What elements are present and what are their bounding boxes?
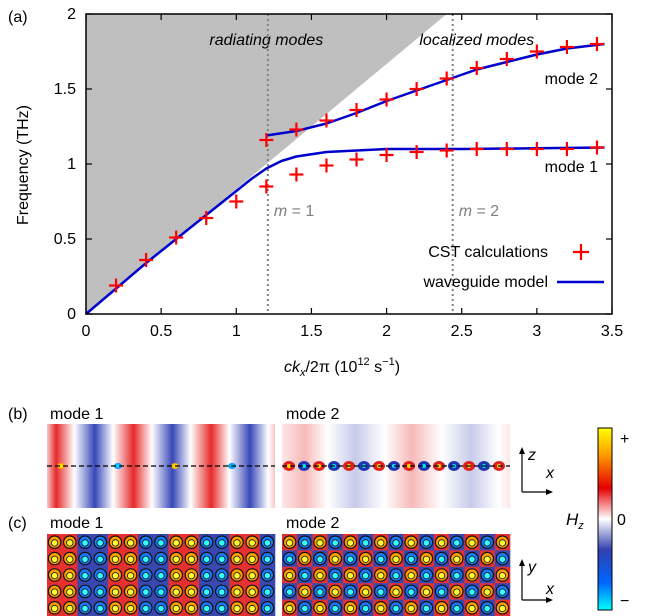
panel-c-mode1-title: mode 1 bbox=[50, 515, 103, 532]
x-tick-label-7: 3.5 bbox=[601, 323, 623, 340]
cst-point-3 bbox=[169, 230, 184, 245]
cst-point-11 bbox=[409, 145, 424, 159]
mode1-spot-1 bbox=[57, 463, 65, 469]
cst-point-6 bbox=[259, 179, 274, 194]
colorbar-min-label: − bbox=[620, 593, 629, 610]
vline-label-m2: m = 2 bbox=[459, 203, 500, 220]
panel-b-field-maps: (b) mode 1 mode 2 z x bbox=[8, 406, 555, 508]
zx-axes-indicator: z x bbox=[519, 447, 555, 495]
cst-point-28 bbox=[559, 40, 574, 54]
cst-point-29 bbox=[589, 37, 604, 51]
y-tick-label-2: 1 bbox=[67, 156, 76, 173]
cst-point-17 bbox=[589, 140, 604, 155]
mode1-curve-label: mode 1 bbox=[545, 159, 598, 176]
svg-text:y: y bbox=[527, 559, 537, 576]
svg-text:x: x bbox=[545, 581, 555, 598]
model-curve-2 bbox=[266, 42, 605, 137]
x-tick-label-2: 1 bbox=[232, 323, 241, 340]
radiating-modes-label: radiating modes bbox=[209, 32, 323, 49]
model-curve-1 bbox=[85, 146, 605, 315]
x-tick-label-3: 1.5 bbox=[300, 323, 322, 340]
mode2-curve-label: mode 2 bbox=[545, 71, 598, 88]
panel-c-label: (c) bbox=[8, 515, 27, 532]
colorbar-title: Hz bbox=[566, 510, 584, 532]
cst-point-18 bbox=[259, 133, 274, 147]
cst-point-14 bbox=[499, 142, 514, 156]
cst-point-12 bbox=[439, 143, 454, 158]
cst-point-9 bbox=[349, 152, 364, 167]
y-tick-label-1: 0.5 bbox=[54, 231, 76, 248]
colorbar-gradient bbox=[597, 427, 613, 611]
cst-point-19 bbox=[289, 122, 304, 137]
y-tick-label-4: 2 bbox=[67, 6, 76, 23]
cst-point-1 bbox=[109, 278, 124, 293]
cst-point-25 bbox=[469, 61, 484, 75]
colorbar: + 0 − Hz bbox=[566, 427, 629, 611]
mode1-spot-2 bbox=[114, 463, 122, 469]
vline-label-m1: m = 1 bbox=[274, 203, 315, 220]
cst-point-13 bbox=[469, 142, 484, 156]
cst-point-7 bbox=[289, 167, 304, 182]
cst-point-10 bbox=[379, 148, 394, 162]
yx-axes-indicator: y x bbox=[519, 559, 555, 603]
colorbar-max-label: + bbox=[620, 431, 629, 448]
panel-c-field-maps: (c) mode 1 mode 2 y x bbox=[8, 515, 555, 616]
svg-text:z: z bbox=[527, 447, 536, 464]
y-tick-label-3: 1.5 bbox=[54, 81, 76, 98]
panel-b-mode2-title: mode 2 bbox=[286, 406, 339, 423]
panel-a-label: (a) bbox=[8, 9, 28, 26]
panel-c-mode2-title: mode 2 bbox=[286, 515, 339, 532]
svg-text:x: x bbox=[545, 465, 555, 482]
localized-modes-label: localized modes bbox=[419, 32, 534, 49]
legend-model-label: waveguide model bbox=[422, 274, 548, 291]
cst-point-26 bbox=[499, 52, 514, 66]
x-tick-label-5: 2.5 bbox=[451, 323, 473, 340]
cst-point-27 bbox=[529, 44, 544, 59]
colorbar-zero-label: 0 bbox=[617, 512, 626, 529]
y-tick-label-0: 0 bbox=[67, 306, 76, 323]
panel-b-label: (b) bbox=[8, 406, 28, 423]
cst-point-16 bbox=[559, 142, 574, 156]
x-tick-label-1: 0.5 bbox=[150, 323, 172, 340]
cst-point-15 bbox=[529, 142, 544, 156]
cst-point-5 bbox=[229, 194, 244, 209]
x-tick-label-6: 3 bbox=[532, 323, 541, 340]
panel-a-dispersion-plot: (a) radiating modes localized modes m = 1 m… bbox=[8, 6, 623, 379]
x-tick-label-0: 0 bbox=[82, 323, 91, 340]
x-tick-label-4: 2 bbox=[382, 323, 391, 340]
cst-point-4 bbox=[199, 211, 214, 225]
legend-cst-label: CST calculations bbox=[428, 244, 548, 261]
cst-point-2 bbox=[139, 253, 154, 267]
panel-b-mode1-title: mode 1 bbox=[50, 406, 103, 423]
cst-point-8 bbox=[319, 158, 334, 173]
cst-point-23 bbox=[409, 82, 424, 96]
cst-point-22 bbox=[379, 92, 394, 107]
cst-point-20 bbox=[319, 113, 334, 128]
x-axis-label: ckx/2π (1012 s−1) bbox=[284, 356, 400, 379]
y-axis-label: Frequency (THz) bbox=[15, 105, 32, 225]
cst-point-24 bbox=[439, 71, 454, 86]
cst-point-21 bbox=[349, 103, 364, 117]
